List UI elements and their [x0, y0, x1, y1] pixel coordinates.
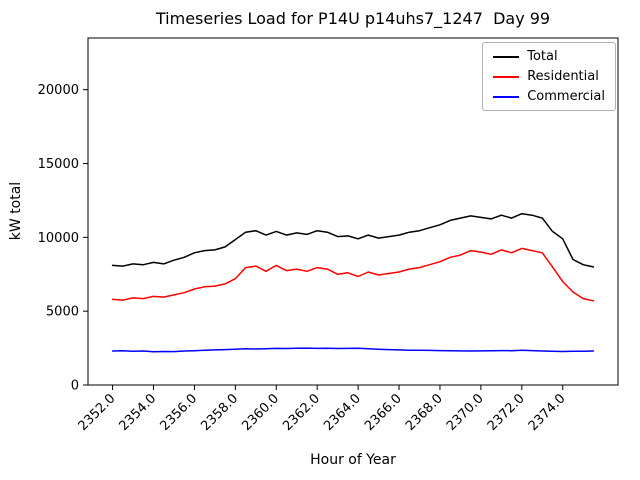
- x-tick-label: 2360.0: [239, 391, 282, 434]
- legend: Total Residential Commercial: [482, 42, 616, 111]
- x-tick-label: 2366.0: [362, 391, 405, 434]
- x-tick-label: 2370.0: [444, 391, 487, 434]
- legend-label-residential: Residential: [527, 69, 599, 84]
- y-tick-label: 20000: [38, 83, 79, 98]
- legend-label-total: Total: [527, 49, 558, 64]
- y-tick-label: 15000: [38, 157, 79, 172]
- x-tick-label: 2362.0: [280, 391, 323, 434]
- x-tick-label: 2354.0: [117, 391, 160, 434]
- x-axis-label: Hour of Year: [310, 452, 396, 468]
- total-line: [111, 212, 595, 268]
- x-tick-label: 2368.0: [403, 391, 446, 434]
- legend-label-commercial: Commercial: [527, 89, 605, 104]
- total-line-swatch: [493, 55, 520, 58]
- x-tick-label: 2374.0: [526, 391, 569, 434]
- x-tick-label: 2358.0: [198, 391, 241, 434]
- residential-line: [111, 247, 595, 302]
- legend-entry-total: Total: [493, 50, 605, 63]
- x-tick-label: 2372.0: [485, 391, 528, 434]
- y-tick-label: 0: [71, 379, 79, 394]
- residential-line-swatch: [493, 75, 520, 78]
- chart-title: Timeseries Load for P14U p14uhs7_1247 Da…: [155, 9, 551, 28]
- y-tick-label: 5000: [46, 305, 79, 320]
- x-tick-label: 2352.0: [76, 391, 119, 434]
- x-tick-label: 2356.0: [157, 391, 200, 434]
- commercial-line-swatch: [493, 95, 520, 98]
- commercial-line: [111, 347, 595, 353]
- y-tick-label: 10000: [38, 231, 79, 246]
- legend-entry-residential: Residential: [493, 70, 605, 83]
- x-tick-label: 2364.0: [321, 391, 364, 434]
- plot-border: [87, 37, 619, 386]
- legend-entry-commercial: Commercial: [493, 90, 605, 103]
